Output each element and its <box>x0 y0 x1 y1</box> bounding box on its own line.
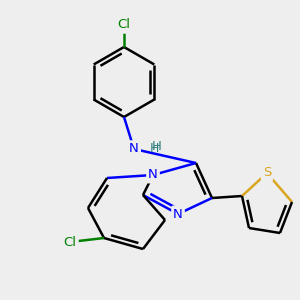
Text: Cl: Cl <box>118 19 130 32</box>
Text: N: N <box>148 169 158 182</box>
Text: Cl: Cl <box>64 236 76 248</box>
Text: N: N <box>173 208 183 220</box>
Text: N: N <box>129 142 139 155</box>
Text: Cl: Cl <box>118 19 130 32</box>
Text: N: N <box>129 142 139 155</box>
Text: S: S <box>263 167 271 179</box>
Text: Cl: Cl <box>64 236 76 248</box>
Text: H: H <box>150 142 159 154</box>
Text: H: H <box>152 140 162 154</box>
